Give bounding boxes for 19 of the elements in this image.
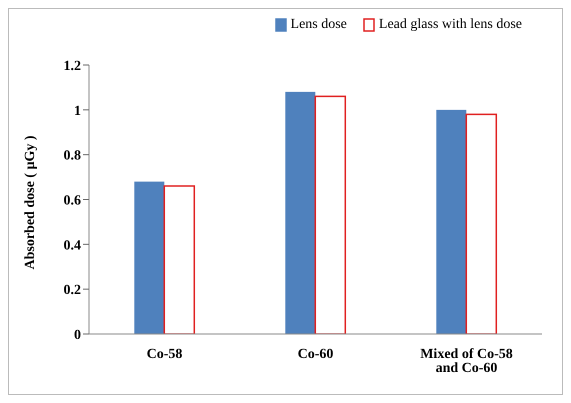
y-tick-label: 0.8 bbox=[64, 148, 81, 164]
y-tick-label: 1 bbox=[74, 104, 81, 119]
legend-label: Lens dose bbox=[290, 17, 347, 33]
x-tick-label: Mixed of Co-58 and Co-60 bbox=[420, 346, 513, 376]
bar bbox=[164, 185, 196, 334]
y-axis-title: Absorbed dose ( µGy ) bbox=[22, 135, 38, 270]
y-tick-label: 0 bbox=[74, 328, 81, 343]
y-tick-label: 0.2 bbox=[64, 283, 81, 298]
legend-label: Lead glass with lens dose bbox=[378, 17, 522, 33]
x-tick-label: Co-60 bbox=[298, 346, 334, 362]
bar bbox=[134, 182, 164, 334]
x-tick-label: Co-58 bbox=[146, 346, 182, 362]
bar bbox=[314, 96, 346, 334]
y-tick-label: 0.4 bbox=[64, 238, 81, 254]
y-tick-label: 1.2 bbox=[64, 58, 81, 74]
bar bbox=[466, 114, 498, 334]
y-tick-label: 0.6 bbox=[64, 193, 81, 208]
bar bbox=[436, 110, 466, 334]
bar bbox=[285, 92, 316, 334]
